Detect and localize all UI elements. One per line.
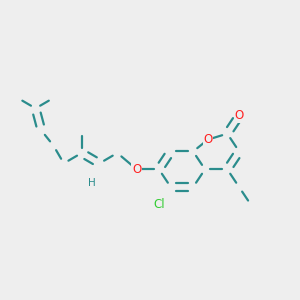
Text: H: H [88,178,96,188]
Text: O: O [235,109,244,122]
Text: O: O [203,133,213,146]
Text: O: O [132,163,141,176]
Text: Cl: Cl [153,199,165,212]
